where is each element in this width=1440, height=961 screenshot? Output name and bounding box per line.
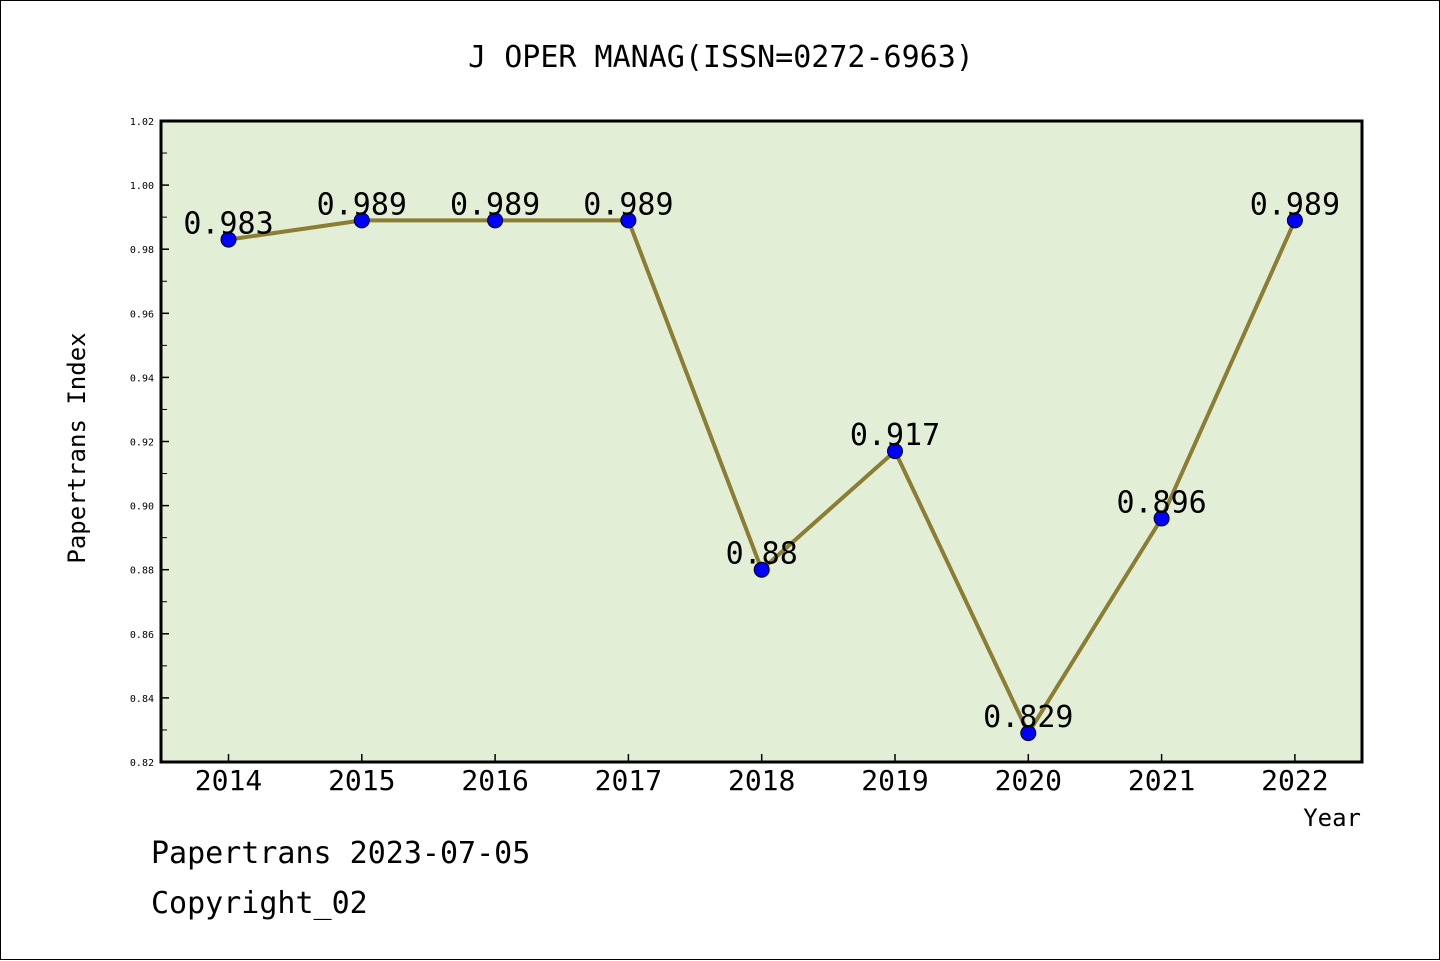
y-tick-label: 0.84: [130, 694, 154, 705]
data-label: 0.983: [183, 207, 273, 242]
y-tick-label: 0.98: [130, 245, 154, 256]
x-axis: 2014 2015 2016 2017 2018 2019 2020 2021 2022: [195, 754, 1329, 797]
y-tick-label: 1.02: [130, 117, 154, 128]
y-tick-label: 0.88: [130, 566, 154, 577]
x-tick-label: 2014: [195, 764, 262, 797]
y-tick-label: 0.92: [130, 438, 154, 449]
data-point: [487, 212, 504, 229]
x-tick-label: 2015: [328, 764, 395, 797]
x-tick-label: 2022: [1261, 764, 1328, 797]
y-axis-label: Papertrans Index: [63, 332, 91, 563]
x-tick-label: 2020: [995, 764, 1062, 797]
data-point: [353, 212, 370, 229]
plot-border: [159, 119, 1364, 764]
data-point: [753, 561, 770, 578]
data-label: 0.989: [1250, 187, 1340, 222]
data-label: 0.829: [983, 700, 1073, 735]
x-tick-label: 2017: [595, 764, 662, 797]
data-point: [620, 212, 637, 229]
data-point: [220, 231, 237, 248]
y-tick-label: 0.96: [130, 309, 154, 320]
data-point: [1286, 212, 1303, 229]
data-point: [1153, 510, 1170, 527]
x-tick-label: 2021: [1128, 764, 1195, 797]
x-tick-label: 2018: [728, 764, 795, 797]
footer-copyright: Copyright_02: [151, 886, 368, 921]
x-tick-label: 2019: [861, 764, 928, 797]
series-group: 0.983 0.989 0.989 0.989 0.88 0.917 0.829 0.896 0…: [183, 187, 1340, 742]
data-label: 0.896: [1116, 485, 1206, 520]
y-tick-label: 0.90: [130, 502, 154, 513]
x-tick-label: 2016: [461, 764, 528, 797]
data-label: 0.989: [583, 187, 673, 222]
data-label: 0.989: [317, 187, 407, 222]
x-axis-label: Year: [1303, 804, 1361, 832]
data-label: 0.917: [850, 418, 940, 453]
footer-date: Papertrans 2023-07-05: [151, 836, 531, 871]
y-tick-label: 0.82: [130, 758, 154, 769]
chart-title: J OPER MANAG(ISSN=0272-6963): [468, 40, 974, 75]
data-point: [887, 443, 903, 460]
data-point: [1020, 725, 1037, 742]
data-label: 0.989: [450, 187, 540, 222]
y-tick-label: 1.00: [130, 181, 154, 192]
y-tick-label: 0.94: [130, 373, 154, 384]
data-label: 0.88: [726, 537, 798, 572]
y-tick-label: 0.86: [130, 630, 154, 641]
